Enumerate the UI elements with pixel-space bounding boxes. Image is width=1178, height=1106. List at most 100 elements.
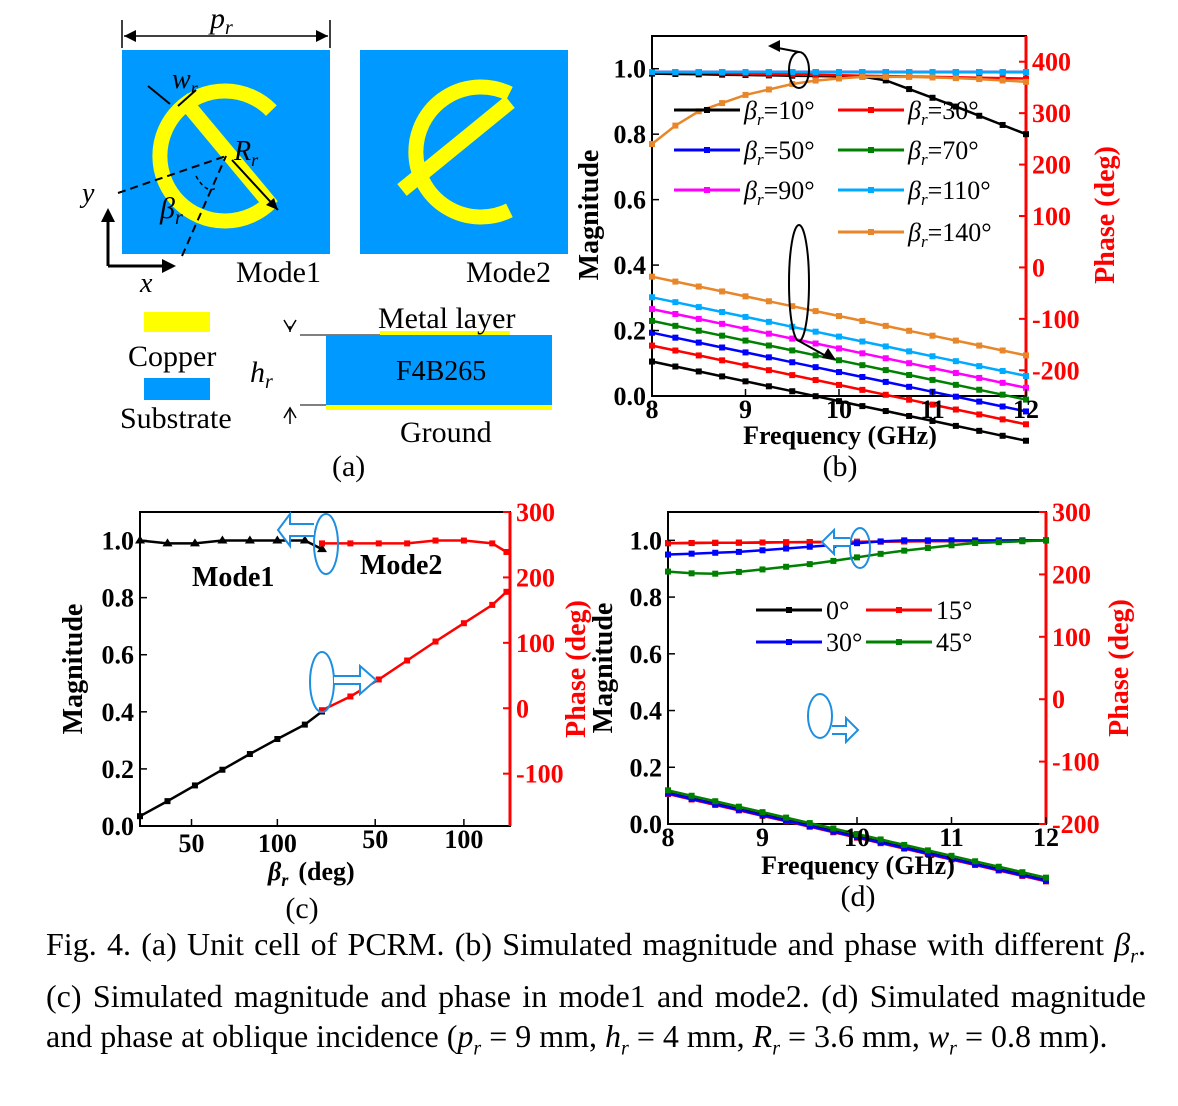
panel-d-y2label: Phase (deg) xyxy=(1104,599,1135,737)
y2-tick-label: -100 xyxy=(1052,748,1100,777)
phase-point xyxy=(999,379,1006,386)
x-tick-label: 12 xyxy=(1033,823,1059,852)
phase-point xyxy=(859,362,866,369)
phase-point xyxy=(830,828,837,835)
phase-point xyxy=(789,359,796,366)
magnitude-point xyxy=(859,69,866,75)
phase-point xyxy=(906,383,913,390)
x-tick-label: 9 xyxy=(739,395,752,424)
magnitude-point xyxy=(1023,78,1029,85)
magnitude-point xyxy=(924,544,931,551)
phase-point xyxy=(976,374,983,381)
panel-c: 0.0 0.2 0.4 0.6 0.8 1.0 -100 0 100 200 300 50 100 50 1… xyxy=(58,498,592,925)
phase-point xyxy=(765,298,772,305)
legend-marker xyxy=(704,147,710,153)
legend-marker xyxy=(868,107,874,113)
legend-marker xyxy=(704,187,710,193)
magnitude-point xyxy=(375,540,382,547)
y-axis-label: y xyxy=(79,178,95,209)
panel-c-ylabel: Magnitude xyxy=(58,604,89,735)
magnitude-point xyxy=(952,103,959,110)
phase-point xyxy=(695,327,702,334)
y-tick-label: 0.4 xyxy=(614,251,647,280)
phase-point xyxy=(812,364,819,371)
x-tick-label: 10 xyxy=(844,823,870,852)
phase-point xyxy=(952,358,959,365)
x-tick-label: 12 xyxy=(1013,395,1039,424)
phase-point xyxy=(765,318,772,325)
phase-point xyxy=(1023,372,1029,379)
magnitude-point xyxy=(765,86,772,93)
magnitude-point xyxy=(948,537,955,544)
magnitude-point xyxy=(735,539,742,546)
panel-c-label: (c) xyxy=(285,892,318,925)
magnitude-point xyxy=(503,548,510,555)
phase-point xyxy=(274,735,281,742)
phase-point xyxy=(976,363,983,370)
copper-swatch xyxy=(144,312,210,332)
phase-point xyxy=(665,787,671,794)
legend-label: βr=10° xyxy=(743,96,815,129)
magnitude-point xyxy=(649,69,655,75)
phase-point xyxy=(742,293,749,300)
phase-point xyxy=(836,333,842,340)
phase-point xyxy=(649,342,655,349)
magnitude-line-1 xyxy=(322,539,508,554)
y-tick-label: 0.0 xyxy=(630,810,663,839)
phase-point xyxy=(164,798,171,805)
magnitude-point xyxy=(319,540,325,547)
phase-point xyxy=(695,339,702,346)
magnitude-point xyxy=(812,69,819,75)
y-tick-label: 0.4 xyxy=(102,698,135,727)
magnitude-point xyxy=(901,537,908,544)
y2-tick-label: 300 xyxy=(516,498,555,527)
phase-point xyxy=(859,374,866,381)
magnitude-point xyxy=(836,72,842,79)
phase-point xyxy=(719,320,726,327)
phase-point xyxy=(1043,877,1049,884)
phase-point xyxy=(695,315,702,322)
copper-label: Copper xyxy=(128,340,216,373)
phase-point xyxy=(695,283,702,290)
phase-point xyxy=(882,391,889,398)
phase-line-0 xyxy=(139,710,323,818)
phase-point xyxy=(695,304,702,311)
phase-point xyxy=(1023,384,1029,391)
y-tick-label: 0.2 xyxy=(630,753,663,782)
phase-point xyxy=(836,357,842,364)
phase-point xyxy=(812,340,819,347)
metal-layer-strip xyxy=(380,331,510,335)
phase-point xyxy=(906,412,913,419)
phase-point xyxy=(765,342,772,349)
x-tick-label: 100 xyxy=(444,825,483,854)
phase-point xyxy=(952,337,959,344)
phase-point xyxy=(460,620,467,627)
mode2-label: Mode2 xyxy=(466,256,551,289)
phase-point xyxy=(836,369,842,376)
magnitude-point xyxy=(999,69,1006,75)
phase-point xyxy=(695,352,702,359)
mode2-diagonal-strip xyxy=(397,96,515,196)
magnitude-point xyxy=(649,141,655,147)
magnitude-point xyxy=(317,544,327,553)
phase-point xyxy=(503,588,510,595)
phase-point xyxy=(649,329,655,336)
y-tick-label: 0.6 xyxy=(614,186,647,215)
legend-marker xyxy=(896,639,902,645)
substrate-label: Substrate xyxy=(120,402,232,435)
y2-tick-label: 400 xyxy=(1032,48,1071,77)
magnitude-point xyxy=(672,122,679,129)
phase-point xyxy=(882,355,889,362)
beta-label: βr xyxy=(159,192,183,229)
phase-point xyxy=(319,707,325,714)
magnitude-point xyxy=(244,535,255,544)
y2-tick-label: -200 xyxy=(1052,810,1100,839)
phase-point xyxy=(906,360,913,367)
magnitude-point xyxy=(877,550,884,557)
phase-point xyxy=(901,845,908,852)
magnitude-point xyxy=(735,548,742,555)
phase-point xyxy=(836,381,842,388)
phase-point xyxy=(688,795,695,802)
phase-point xyxy=(742,349,749,356)
magnitude-point xyxy=(217,535,228,544)
